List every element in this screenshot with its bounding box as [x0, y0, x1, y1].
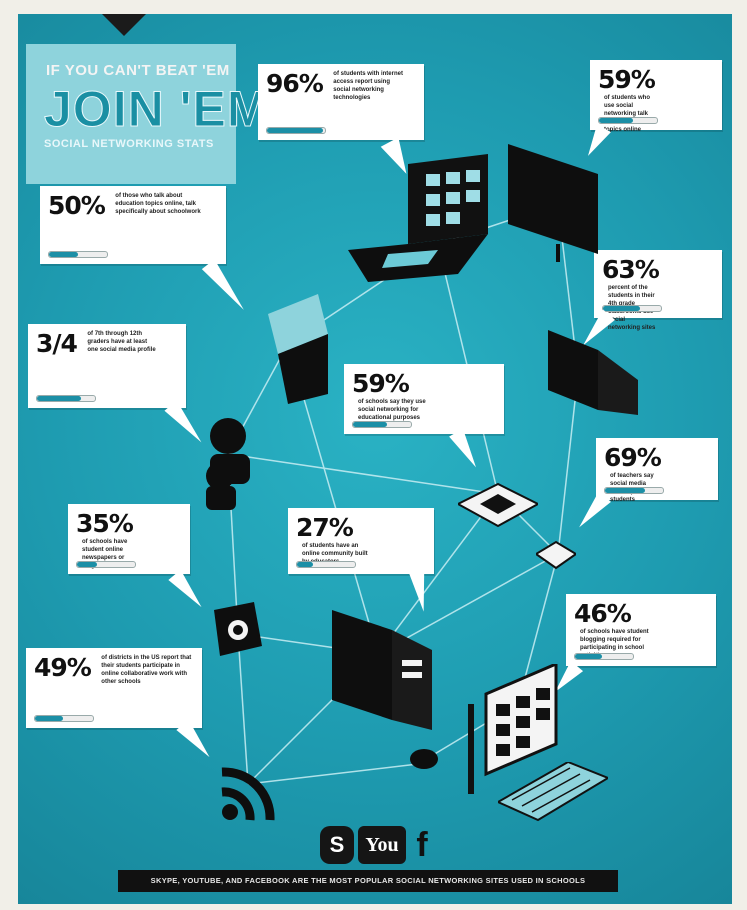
stat-description: percent of the students in their 4th gra…	[608, 285, 656, 331]
stat-value: 49%	[34, 653, 92, 682]
skype-icon: S	[320, 826, 354, 864]
camera-icon	[214, 602, 262, 656]
stat-progress-bar	[598, 117, 658, 124]
stat-progress-bar	[48, 251, 108, 258]
monitor-icon	[508, 144, 598, 262]
stat-progress-bar	[602, 305, 662, 312]
stat-progress-bar	[352, 421, 412, 428]
phone-icon	[536, 540, 576, 570]
stat-description: of 7th through 12th graders have at leas…	[87, 331, 156, 353]
stat-progress-bar	[36, 395, 96, 402]
stat-callout: 27% of students have an online community…	[288, 508, 434, 574]
title-main: JOIN 'EM	[43, 81, 270, 138]
stat-callout: 63% percent of the students in their 4th…	[594, 250, 722, 331]
stat-callout: 46% of schools have student blogging req…	[566, 594, 716, 666]
stat-callout: 3/4 of 7th through 12th graders have at …	[28, 324, 186, 408]
infographic-poster: IF YOU CAN'T BEAT 'EM JOIN 'EM SOCIAL NE…	[18, 14, 732, 904]
stat-callout: 96% of students with internet access rep…	[258, 64, 424, 140]
app-grid-monitor-icon	[468, 664, 558, 794]
stat-progress-bar	[574, 653, 634, 660]
stat-description: of those who talk about education topics…	[115, 193, 201, 215]
stat-callout: 35% of schools have student online newsp…	[68, 504, 190, 574]
youtube-icon: You	[358, 826, 406, 864]
stat-value: 59%	[352, 369, 410, 398]
laptop-icon	[348, 154, 488, 282]
title-line1: IF YOU CAN'T BEAT 'EM	[46, 62, 230, 79]
stat-value: 46%	[574, 599, 632, 628]
stat-progress-bar	[76, 561, 136, 568]
stat-value: 27%	[296, 513, 354, 542]
stat-description: of districts in the US report that their…	[101, 655, 192, 685]
top-notch	[102, 14, 146, 36]
laptop-side-icon	[548, 330, 638, 415]
stat-callout: 49% of districts in the US report that t…	[26, 648, 202, 728]
stat-description: of students who use social networking ta…	[604, 95, 650, 133]
stat-description: of students with internet access report …	[333, 71, 403, 101]
stat-progress-bar	[604, 487, 664, 494]
tablet-icon	[458, 482, 538, 528]
stat-description: of schools say they use social networkin…	[358, 399, 426, 421]
title-panel	[26, 44, 236, 184]
stat-progress-bar	[266, 127, 326, 134]
open-book-icon	[268, 294, 328, 404]
facebook-icon: f	[416, 826, 428, 864]
stat-value: 69%	[604, 443, 662, 472]
keyboard-icon	[498, 762, 608, 822]
stat-progress-bar	[296, 561, 356, 568]
stat-callout: 59% of schools say they use social netwo…	[344, 364, 504, 434]
stat-value: 96%	[266, 69, 324, 98]
stat-value: 3/4	[36, 329, 78, 358]
wifi-icon	[221, 767, 275, 821]
stat-value: 50%	[48, 191, 106, 220]
stat-callout: 50% of those who talk about education to…	[40, 186, 226, 264]
stat-callout: 59% of students who use social networkin…	[590, 60, 722, 133]
stat-callout: 69% of teachers say social media can hel…	[596, 438, 718, 503]
stat-value: 63%	[602, 255, 660, 284]
mouse-icon	[410, 749, 438, 769]
footer-banner: SKYPE, YOUTUBE, AND FACEBOOK ARE THE MOS…	[118, 870, 618, 892]
stat-value: 59%	[598, 65, 656, 94]
stat-progress-bar	[34, 715, 94, 722]
social-people-icon	[206, 418, 250, 510]
title-subtitle: SOCIAL NETWORKING STATS	[44, 138, 214, 150]
stat-value: 35%	[76, 509, 134, 538]
desktop-computer-icon	[332, 610, 432, 730]
